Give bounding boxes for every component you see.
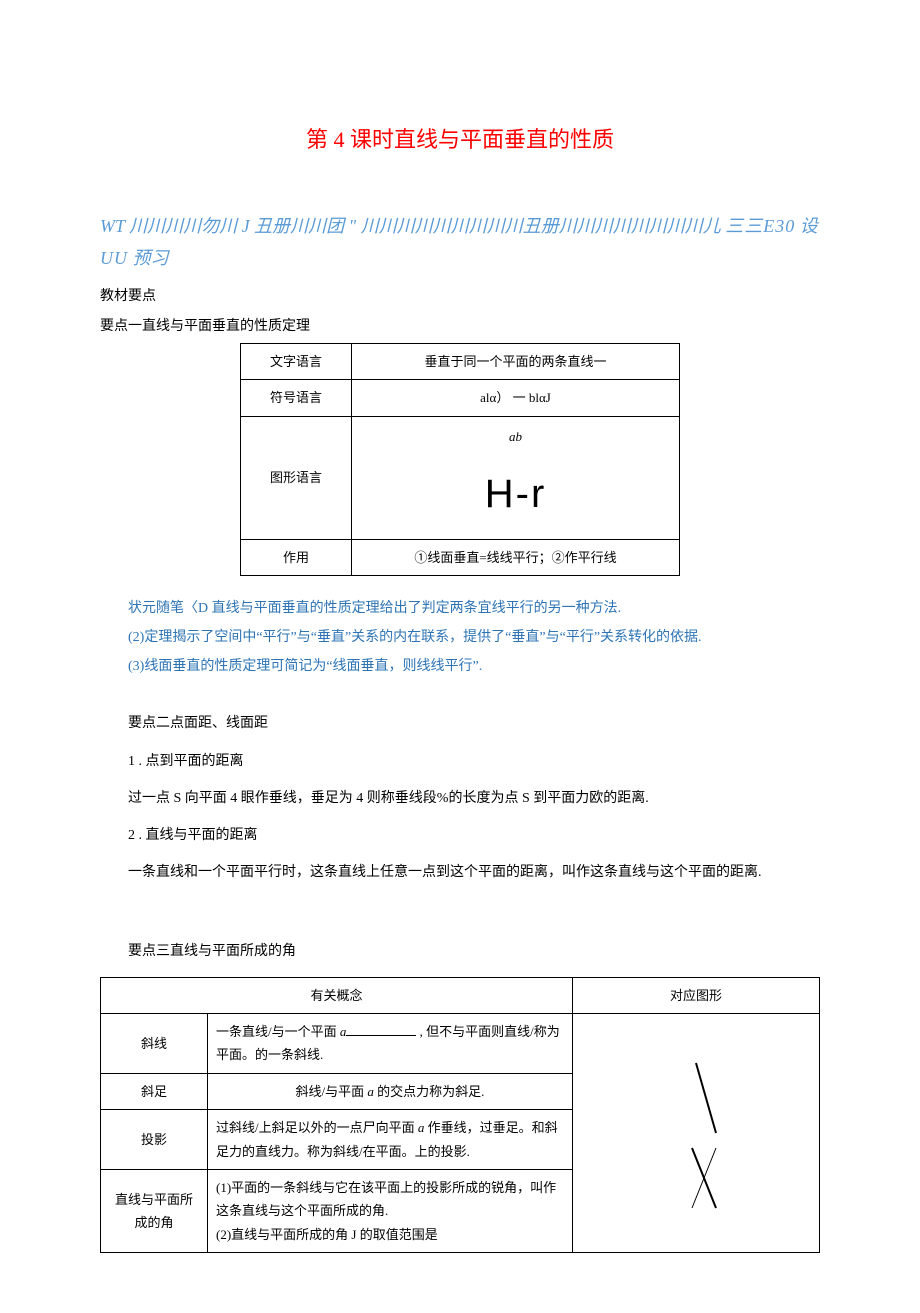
section1-heading2: 要点一直线与平面垂直的性质定理: [100, 314, 820, 339]
t2-r2-label: 斜足: [101, 1073, 208, 1109]
note-para-1: 状元随笔〈D 直线与平面垂直的性质定理给出了判定两条宜线平行的另一种方法.: [100, 596, 820, 621]
diagram-ab-label: ab: [362, 425, 669, 448]
decor-text-d: UU: [100, 248, 128, 268]
t2-r1-text: 一条直线/与一个平面 a , 但不与平面则直线/称为平面。的一条斜线.: [208, 1014, 573, 1074]
decorative-subtitle: WT 川川川川勿川 J 丑册川川团 " 川川川川川川川川川丑册川川川川川川川川儿…: [100, 210, 820, 275]
t1-r1-value: 垂直于同一个平面的两条直线一: [352, 343, 680, 379]
t1-r3-diagram: ab H-r: [352, 416, 680, 539]
note-para-3: (3)线面垂直的性质定理可简记为“线面垂直，则线线平行”.: [100, 654, 820, 679]
t1-r4-label: 作用: [241, 539, 352, 575]
t2-r4-label: 直线与平面所成的角: [101, 1169, 208, 1252]
t2-r1-a: 一条直线/与一个平面: [216, 1024, 340, 1039]
t2-head-left: 有关概念: [101, 977, 573, 1013]
t1-r1-label: 文字语言: [241, 343, 352, 379]
page: 第 4 课时直线与平面垂直的性质 WT 川川川川勿川 J 丑册川川团 " 川川川…: [0, 0, 920, 1313]
decor-text-b: 三三E30: [725, 216, 795, 236]
t2-r3-a: 过斜线/上斜足以外的一点尸向平面: [216, 1120, 418, 1135]
t1-r3-label: 图形语言: [241, 416, 352, 539]
decor-text-c: 设: [800, 216, 818, 236]
table-row: 有关概念 对应图形: [101, 977, 820, 1013]
t1-r2-label: 符号语言: [241, 380, 352, 416]
t2-r3-text: 过斜线/上斜足以外的一点尸向平面 a 作垂线，过垂足。和斜足力的直线力。称为斜线…: [208, 1110, 573, 1170]
section1-heading1: 教材要点: [100, 284, 820, 309]
decor-text-e: 预习: [133, 248, 169, 268]
lesson-title: 第 4 课时直线与平面垂直的性质: [100, 120, 820, 160]
table-row: 符号语言 alα） 一 blαJ: [241, 380, 680, 416]
table-row: 斜线 一条直线/与一个平面 a , 但不与平面则直线/称为平面。的一条斜线.: [101, 1014, 820, 1074]
t2-r1-label: 斜线: [101, 1014, 208, 1074]
sec2-p1: 1 . 点到平面的距离: [100, 749, 820, 774]
sec2-p2: 过一点 S 向平面 4 眼作垂线，垂足为 4 则称垂线段%的长度为点 S 到平面…: [100, 786, 820, 811]
table-row: 图形语言 ab H-r: [241, 416, 680, 539]
note-para-2: (2)定理揭示了空间中“平行”与“垂直”关系的内在联系，提供了“垂直”与“平行”…: [100, 625, 820, 650]
angle-table: 有关概念 对应图形 斜线 一条直线/与一个平面 a , 但不与平面则直线/称为平…: [100, 977, 820, 1254]
t2-figure-cell: [573, 1014, 820, 1253]
t2-head-right: 对应图形: [573, 977, 820, 1013]
t2-r2-b: 的交点力称为斜足.: [374, 1084, 485, 1099]
diagram-hr-glyph: H-r: [362, 458, 669, 530]
t2-r4-text: (1)平面的一条斜线与它在该平面上的投影所成的锐角，叫作这条直线与这个平面所成的…: [208, 1169, 573, 1252]
sec2-p3: 2 . 直线与平面的距离: [100, 823, 820, 848]
section2-heading: 要点二点面距、线面距: [100, 711, 820, 736]
t1-r4-value: ①线面垂直=线线平行；②作平行线: [352, 539, 680, 575]
section3-heading: 要点三直线与平面所成的角: [100, 939, 820, 964]
sec2-p4: 一条直线和一个平面平行时，这条直线上任意一点到这个平面的距离，叫作这条直线与这个…: [100, 860, 820, 885]
theorem-table: 文字语言 垂直于同一个平面的两条直线一 符号语言 alα） 一 blαJ 图形语…: [240, 343, 680, 576]
fill-blank: [346, 1023, 416, 1036]
t1-r2-value: alα） 一 blαJ: [352, 380, 680, 416]
t2-r3-label: 投影: [101, 1110, 208, 1170]
t2-r2-text: 斜线/与平面 a 的交点力称为斜足.: [208, 1073, 573, 1109]
table-row: 文字语言 垂直于同一个平面的两条直线一: [241, 343, 680, 379]
angle-figure-icon: [656, 1053, 736, 1213]
decor-text-a: WT 川川川川勿川 J 丑册川川团 " 川川川川川川川川川丑册川川川川川川川川儿: [100, 216, 721, 236]
t2-r2-a: 斜线/与平面: [296, 1084, 368, 1099]
table-row: 作用 ①线面垂直=线线平行；②作平行线: [241, 539, 680, 575]
